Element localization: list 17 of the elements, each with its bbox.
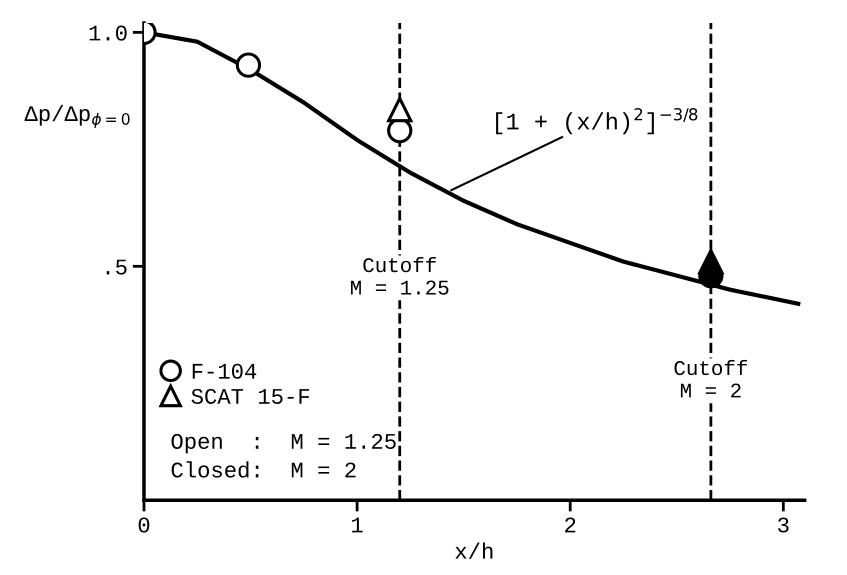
x-tick-label: 3 [778,517,789,533]
annotation: Closed: M = 2 [172,461,356,478]
annotation: Open : M = 1.25 [172,434,396,454]
x-tick-label: 0 [138,517,150,533]
annotation: Cutoff M = 1.25 [351,256,448,295]
point [698,248,724,274]
legend-label: F-104 [192,364,256,379]
annotation: Cutoff M = 2 [674,360,748,398]
x-tick-label: 1 [352,518,363,532]
y-tick-label: 1.0 [90,26,127,41]
y-tick-label: .5 [106,260,127,275]
x-axis-title: x/h [455,542,492,559]
legend-label: SCAT 15-F [192,388,310,404]
point [236,52,262,78]
x-tick-label: 2 [565,517,576,532]
annotation: [1 + (x/h)$^{2}$]$^{−3/8}$ [496,108,698,134]
y-axis-title: Δp/Δp$_{ϕ=0}$ [24,104,130,128]
